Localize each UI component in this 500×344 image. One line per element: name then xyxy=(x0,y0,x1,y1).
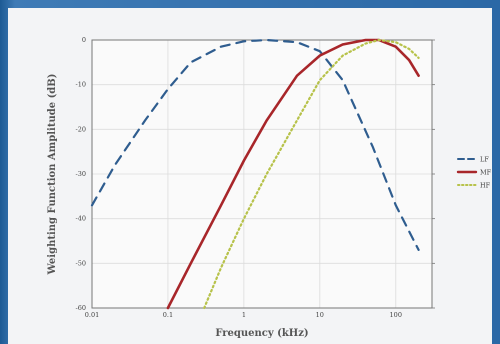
legend-label-lf: LF xyxy=(480,156,489,164)
tick-labels: 0.01 0.1 1 10 100 0 -10 -20 -30 -40 -50 -60 xyxy=(76,36,402,319)
legend: LF MF HF xyxy=(456,156,492,190)
x-tick-label: 0.1 xyxy=(163,311,173,319)
series-line-lf xyxy=(90,38,420,251)
legend-label-hf: HF xyxy=(480,182,491,190)
x-tick-label: 10 xyxy=(316,311,324,319)
grid-lines xyxy=(91,39,435,309)
x-tick-label: 0.01 xyxy=(85,311,99,319)
x-axis-label: Frequency (kHz) xyxy=(215,328,308,339)
y-tick-label: 0 xyxy=(82,36,86,44)
series-lines xyxy=(90,38,420,310)
y-tick-label: -10 xyxy=(76,81,86,89)
series-line-mf xyxy=(166,38,420,310)
y-tick-label: -40 xyxy=(76,215,86,223)
y-tick-label: -50 xyxy=(76,259,86,267)
series-line-hf xyxy=(203,38,420,310)
y-tick-label: -20 xyxy=(76,125,86,133)
y-tick-label: -60 xyxy=(76,304,86,312)
y-tick-label: -30 xyxy=(76,170,86,178)
x-tick-label: 100 xyxy=(390,311,402,319)
legend-label-mf: MF xyxy=(480,169,492,177)
y-axis-label: Weighting Function Amplitude (dB) xyxy=(47,74,58,276)
x-tick-label: 1 xyxy=(242,311,246,319)
